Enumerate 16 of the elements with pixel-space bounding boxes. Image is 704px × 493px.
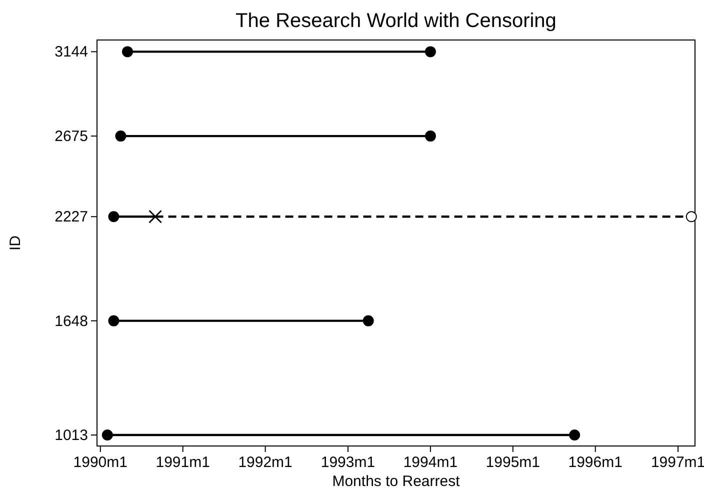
x-tick-label: 1996m1 — [568, 454, 622, 471]
x-tick-label: 1997m1 — [650, 454, 704, 471]
x-tick-label: 1990m1 — [73, 454, 128, 471]
x-tick-label: 1993m1 — [320, 454, 376, 471]
y-tick-label: 2675 — [54, 128, 88, 146]
chart-title: The Research World with Censoring — [236, 10, 556, 32]
x-tick-label: 1992m1 — [238, 454, 292, 471]
x-tick-label: 1994m1 — [403, 454, 458, 471]
y-tick-label: 2227 — [54, 208, 88, 226]
y-axis-title: ID — [7, 235, 24, 250]
x-axis-title: Months to Rearrest — [332, 473, 461, 490]
y-tick-label: 1013 — [54, 427, 88, 444]
y-tick-label: 1648 — [54, 312, 88, 330]
x-tick-label: 1995m1 — [486, 454, 540, 471]
y-tick-label: 3144 — [54, 44, 88, 61]
x-tick-label: 1991m1 — [156, 454, 210, 471]
